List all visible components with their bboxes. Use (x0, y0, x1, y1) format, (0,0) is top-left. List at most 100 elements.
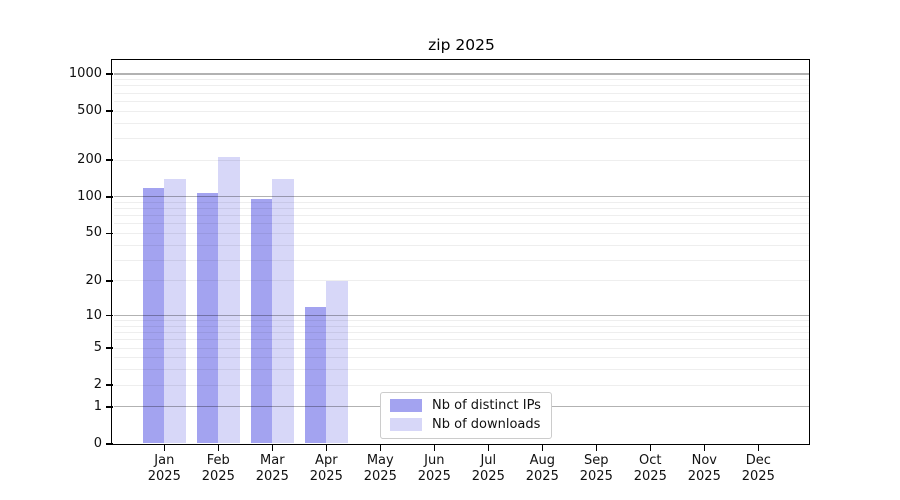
y-tick-label: 10 (85, 307, 102, 323)
legend-swatch-downloads-icon (390, 418, 422, 431)
x-tick-label: May 2025 (350, 453, 410, 484)
x-tick-year: 2025 (363, 468, 397, 484)
minor-gridline (114, 110, 809, 112)
bar-distinct-ips (196, 192, 219, 443)
major-gridline (114, 314, 809, 317)
bar-distinct-ips (142, 188, 165, 443)
y-tick-mark (106, 73, 113, 75)
legend-label-downloads: Nb of downloads (432, 417, 541, 432)
x-tick-label: Oct 2025 (620, 453, 680, 484)
y-tick-mark (106, 110, 113, 112)
x-tick-year: 2025 (309, 468, 343, 484)
x-tick-label: Sep 2025 (566, 453, 626, 484)
bar-distinct-ips (304, 306, 327, 443)
bar-downloads (164, 179, 186, 443)
legend-label-distinct-ips: Nb of distinct IPs (432, 398, 541, 413)
x-tick-month: Jan (154, 453, 175, 468)
x-tick-month: Oct (639, 453, 662, 468)
x-tick-label: Jun 2025 (404, 453, 464, 484)
x-tick-year: 2025 (687, 468, 721, 484)
x-tick-mark (541, 445, 544, 451)
minor-gridline (114, 280, 809, 282)
legend: Nb of distinct IPs Nb of downloads (380, 392, 552, 439)
x-tick-month: Aug (529, 453, 555, 468)
minor-gridline (114, 332, 809, 334)
chart-title: zip 2025 (428, 36, 495, 54)
x-tick-month: Jul (480, 453, 497, 468)
minor-gridline (114, 215, 809, 217)
x-tick-year: 2025 (633, 468, 667, 484)
minor-gridline (114, 223, 809, 225)
bar-downloads (326, 280, 348, 443)
bar-distinct-ips (250, 199, 273, 443)
minor-gridline (114, 357, 809, 359)
x-tick-mark (487, 445, 490, 451)
x-tick-label: Mar 2025 (242, 453, 302, 484)
x-tick-month: Mar (260, 453, 285, 468)
major-gridline (114, 196, 809, 198)
legend-item-distinct-ips: Nb of distinct IPs (390, 398, 541, 413)
y-tick-mark (106, 314, 113, 317)
x-tick-mark (271, 445, 274, 451)
minor-gridline (114, 347, 809, 349)
x-tick-mark (649, 445, 652, 451)
minor-gridline (114, 369, 809, 371)
y-tick-mark (106, 159, 113, 161)
x-tick-label: Apr 2025 (296, 453, 356, 484)
y-tick-label: 50 (85, 225, 102, 241)
x-tick-mark (433, 445, 436, 451)
bar-downloads (218, 156, 240, 443)
y-tick-mark (106, 347, 113, 349)
minor-gridline (114, 208, 809, 210)
y-tick-mark (106, 443, 113, 445)
y-tick-label: 100 (77, 188, 102, 204)
minor-gridline (114, 85, 809, 87)
minor-gridline (114, 259, 809, 261)
y-tick-mark (106, 384, 113, 386)
x-tick-label: Nov 2025 (674, 453, 734, 484)
x-tick-mark (217, 445, 220, 451)
y-tick-mark (106, 196, 113, 198)
minor-gridline (114, 339, 809, 341)
minor-gridline (114, 92, 809, 94)
x-tick-year: 2025 (255, 468, 289, 484)
minor-gridline (114, 384, 809, 386)
minor-gridline (114, 159, 809, 161)
x-tick-month: Apr (315, 453, 338, 468)
x-tick-mark (325, 445, 328, 451)
x-tick-mark (163, 445, 166, 451)
y-tick-label: 2 (93, 377, 102, 393)
y-tick-label: 1000 (68, 66, 102, 82)
y-tick-label: 5 (93, 340, 102, 356)
x-tick-label: Dec 2025 (728, 453, 788, 484)
x-tick-month: May (366, 453, 394, 468)
y-tick-mark (106, 406, 113, 408)
minor-gridline (114, 244, 809, 246)
x-tick-year: 2025 (741, 468, 775, 484)
minor-gridline (114, 232, 809, 234)
y-tick-mark (106, 280, 113, 282)
legend-item-downloads: Nb of downloads (390, 417, 541, 432)
minor-gridline (114, 100, 809, 102)
bar-downloads (272, 179, 294, 443)
minor-gridline (114, 325, 809, 327)
x-tick-label: Aug 2025 (512, 453, 572, 484)
y-tick-label: 20 (85, 272, 102, 288)
minor-gridline (114, 137, 809, 139)
x-tick-year: 2025 (525, 468, 559, 484)
axes-frame (111, 59, 810, 445)
x-tick-year: 2025 (579, 468, 613, 484)
x-tick-month: Feb (206, 453, 230, 468)
x-tick-mark (595, 445, 598, 451)
x-tick-label: Jan 2025 (134, 453, 194, 484)
x-tick-month: Dec (745, 453, 771, 468)
y-tick-mark (106, 232, 113, 235)
y-tick-label: 0 (93, 436, 102, 451)
x-tick-label: Jul 2025 (458, 453, 518, 484)
minor-gridline (114, 201, 809, 203)
x-tick-month: Jun (424, 453, 445, 468)
legend-swatch-distinct-ips-icon (390, 399, 422, 412)
minor-gridline (114, 79, 809, 81)
